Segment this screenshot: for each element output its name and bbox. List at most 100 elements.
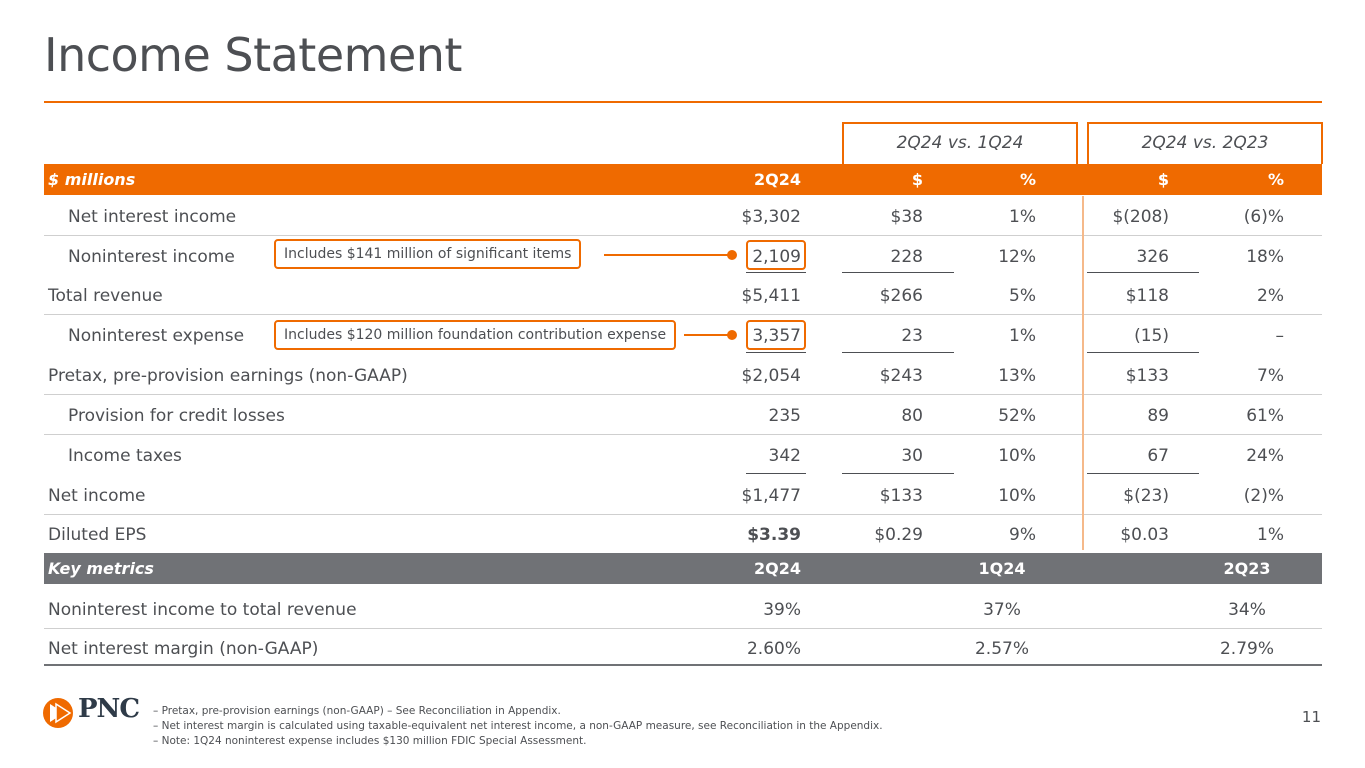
cell-pct-vs-2q23: 18% — [1246, 247, 1284, 267]
cell-dollar-vs-2q23: 326 — [1136, 247, 1169, 267]
callout-dot — [727, 250, 737, 260]
cell-dollar-vs-1q24: 30 — [901, 446, 923, 466]
table-row: Pretax, pre-provision earnings (non-GAAP… — [44, 355, 1322, 395]
income-table-header: $ millions 2Q24 $ % $ % — [44, 164, 1322, 195]
header-col-dollar-1: $ — [911, 170, 923, 189]
row-label: Pretax, pre-provision earnings (non-GAAP… — [48, 366, 408, 386]
cell-dollar-vs-1q24: $38 — [890, 207, 923, 227]
cell-pct-vs-1q24: 1% — [1009, 326, 1036, 346]
callout-noninterest-income: Includes $141 million of significant ite… — [274, 239, 582, 269]
cell-pct-vs-1q24: 1% — [1009, 207, 1036, 227]
cell-dollar-vs-1q24: 23 — [901, 326, 923, 346]
callout-dot — [727, 330, 737, 340]
cell-2q24: $1,477 — [741, 486, 801, 506]
footnotes: – Pretax, pre-provision earnings (non-GA… — [153, 704, 883, 749]
header-col-pct-1: % — [1019, 170, 1036, 189]
cell-dollar-vs-2q23: $0.03 — [1120, 525, 1169, 545]
header-col-2q24: 2Q24 — [754, 170, 801, 189]
cell-2q24: $3,302 — [741, 207, 801, 227]
page-title: Income Statement — [44, 28, 462, 82]
subtotal-underline — [842, 473, 954, 474]
subtotal-underline — [842, 272, 954, 273]
metrics-header-2q24: 2Q24 — [754, 559, 801, 578]
cell-2q23: 34% — [1228, 600, 1266, 620]
logo-wordmark: PNC — [78, 694, 140, 724]
cell-dollar-vs-2q23: 89 — [1147, 406, 1169, 426]
row-label: Noninterest income — [68, 247, 235, 267]
cell-2q24: 39% — [763, 600, 801, 620]
table-row: Net income $1,477 $133 10% $(23) (2)% — [44, 475, 1322, 515]
callout-connector — [684, 334, 732, 336]
footnote: – Pretax, pre-provision earnings (non-GA… — [153, 705, 561, 717]
cell-dollar-vs-1q24: $133 — [879, 486, 923, 506]
cell-pct-vs-2q23: 24% — [1246, 446, 1284, 466]
cell-pct-vs-2q23: (2)% — [1243, 486, 1284, 506]
cell-dollar-vs-1q24: $243 — [879, 366, 923, 386]
subtotal-underline — [1087, 352, 1199, 353]
metrics-header-1q24: 1Q24 — [978, 559, 1026, 578]
subtotal-underline — [1087, 473, 1199, 474]
table-row: Noninterest expense 3,357 23 1% (15) – — [44, 315, 1322, 355]
cell-dollar-vs-2q23: $118 — [1125, 286, 1169, 306]
metrics-header-label: Key metrics — [48, 559, 154, 578]
subtotal-underline — [1087, 272, 1199, 273]
title-divider — [44, 101, 1322, 103]
row-label: Provision for credit losses — [68, 406, 285, 426]
cell-pct-vs-1q24: 12% — [998, 247, 1036, 267]
row-label: Net income — [48, 486, 146, 506]
cell-pct-vs-1q24: 5% — [1009, 286, 1036, 306]
cell-2q24: $2,054 — [741, 366, 801, 386]
cell-2q24: 342 — [768, 446, 801, 466]
cell-dollar-vs-1q24: 228 — [890, 247, 923, 267]
cell-dollar-vs-2q23: $(23) — [1123, 486, 1169, 506]
header-col-dollar-2: $ — [1157, 170, 1169, 189]
cell-dollar-vs-2q23: (15) — [1134, 326, 1169, 346]
cell-dollar-vs-1q24: 80 — [901, 406, 923, 426]
cell-pct-vs-1q24: 10% — [998, 486, 1036, 506]
cell-pct-vs-1q24: 9% — [1009, 525, 1036, 545]
cell-dollar-vs-2q23: 67 — [1147, 446, 1169, 466]
cell-pct-vs-2q23: (6)% — [1243, 207, 1284, 227]
cell-2q24: 235 — [768, 406, 801, 426]
cell-pct-vs-2q23: 2% — [1257, 286, 1284, 306]
cell-2q23: 2.79% — [1219, 639, 1274, 659]
row-label: Diluted EPS — [48, 525, 147, 545]
table-row: Income taxes 342 30 10% 67 24% — [44, 435, 1322, 475]
subtotal-underline — [842, 352, 954, 353]
row-label: Total revenue — [48, 286, 163, 306]
table-row: Provision for credit losses 235 80 52% 8… — [44, 395, 1322, 435]
group-label-vs-2q23: 2Q24 vs. 2Q23 — [1141, 133, 1269, 153]
pnc-logo-icon — [43, 698, 73, 728]
callout-connector — [604, 254, 732, 256]
header-units: $ millions — [48, 170, 136, 189]
table-row: Net interest income $3,302 $38 1% $(208)… — [44, 196, 1322, 236]
group-label-vs-1q24: 2Q24 vs. 1Q24 — [896, 133, 1024, 153]
cell-dollar-vs-1q24: $266 — [879, 286, 923, 306]
cell-pct-vs-1q24: 13% — [998, 366, 1036, 386]
row-label: Noninterest expense — [68, 326, 245, 346]
subtotal-underline — [746, 352, 806, 353]
column-group-separator — [1082, 196, 1084, 550]
cell-2q24: $3.39 — [747, 525, 801, 545]
cell-2q24: 2.60% — [746, 639, 801, 659]
cell-pct-vs-2q23: – — [1275, 326, 1285, 346]
callout-noninterest-expense: Includes $120 million foundation contrib… — [274, 320, 677, 350]
subtotal-underline — [746, 473, 806, 474]
group-box-vs-1q24 — [842, 122, 1078, 164]
page-number: 11 — [1301, 708, 1321, 726]
row-label: Net interest income — [68, 207, 237, 227]
table-row: Net interest margin (non-GAAP) 2.60% 2.5… — [44, 628, 1322, 668]
row-label: Noninterest income to total revenue — [48, 600, 357, 620]
table-bottom-rule — [44, 664, 1322, 666]
group-box-vs-2q23 — [1087, 122, 1323, 164]
cell-2q24: $5,411 — [741, 286, 801, 306]
table-row: Total revenue $5,411 $266 5% $118 2% — [44, 275, 1322, 315]
footnote: – Note: 1Q24 noninterest expense include… — [153, 735, 587, 747]
cell-pct-vs-1q24: 10% — [998, 446, 1036, 466]
cell-2q24: 3,357 — [752, 326, 801, 346]
cell-pct-vs-1q24: 52% — [998, 406, 1036, 426]
cell-2q24: 2,109 — [752, 247, 801, 267]
cell-pct-vs-2q23: 61% — [1246, 406, 1284, 426]
table-row: Diluted EPS $3.39 $0.29 9% $0.03 1% — [44, 514, 1322, 554]
cell-dollar-vs-2q23: $133 — [1125, 366, 1169, 386]
